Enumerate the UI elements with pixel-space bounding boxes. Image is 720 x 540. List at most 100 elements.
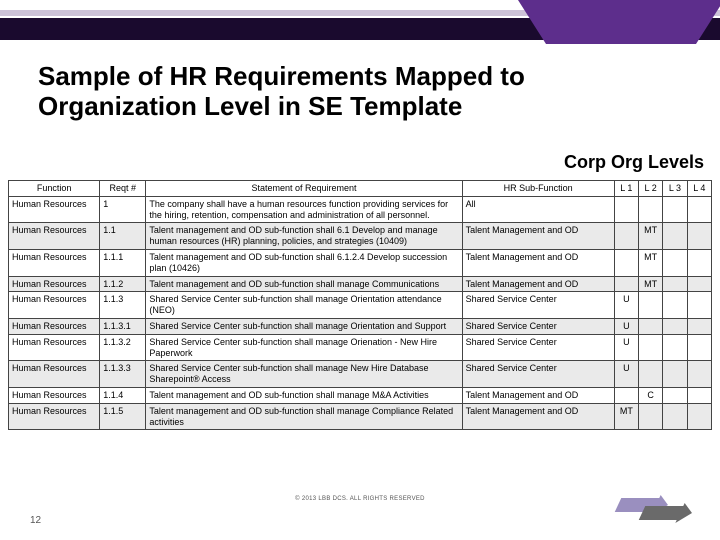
slide: Sample of HR Requirements Mapped to Orga… [0, 0, 720, 540]
cell-l1 [614, 196, 638, 223]
slide-number: 12 [30, 515, 41, 526]
col-statement: Statement of Requirement [146, 181, 462, 197]
cell-l3 [663, 387, 687, 403]
cell-stmt: Shared Service Center sub-function shall… [146, 318, 462, 334]
cell-l2 [638, 292, 662, 319]
table-row: Human Resources1.1.5Talent management an… [9, 403, 712, 430]
cell-l1: MT [614, 403, 638, 430]
cell-l1 [614, 249, 638, 276]
cell-sub: Talent Management and OD [462, 403, 614, 430]
cell-sub: Talent Management and OD [462, 249, 614, 276]
cell-l3 [663, 292, 687, 319]
cell-stmt: Talent management and OD sub-function sh… [146, 223, 462, 250]
cell-stmt: Shared Service Center sub-function shall… [146, 361, 462, 388]
cell-l2: MT [638, 249, 662, 276]
top-decoration [0, 0, 720, 48]
cell-stmt: Talent management and OD sub-function sh… [146, 276, 462, 292]
page-title: Sample of HR Requirements Mapped to Orga… [38, 62, 682, 122]
cell-func: Human Resources [9, 276, 100, 292]
cell-l4 [687, 403, 711, 430]
cell-func: Human Resources [9, 249, 100, 276]
cell-l2 [638, 196, 662, 223]
col-l4: L 4 [687, 181, 711, 197]
cell-reqt: 1.1.3.3 [100, 361, 146, 388]
table-row: Human Resources1.1.3.3Shared Service Cen… [9, 361, 712, 388]
cell-sub: Shared Service Center [462, 334, 614, 361]
cell-reqt: 1.1.3 [100, 292, 146, 319]
cell-reqt: 1.1.3.1 [100, 318, 146, 334]
cell-l4 [687, 276, 711, 292]
cell-func: Human Resources [9, 334, 100, 361]
cell-l1 [614, 223, 638, 250]
cell-reqt: 1.1.4 [100, 387, 146, 403]
cell-l1: U [614, 292, 638, 319]
cell-stmt: Talent management and OD sub-function sh… [146, 403, 462, 430]
table-row: Human Resources1.1.3Shared Service Cente… [9, 292, 712, 319]
table-row: Human Resources1.1.3.2Shared Service Cen… [9, 334, 712, 361]
cell-l1: U [614, 318, 638, 334]
col-subfunction: HR Sub-Function [462, 181, 614, 197]
cell-l1 [614, 276, 638, 292]
cell-sub: Talent Management and OD [462, 223, 614, 250]
cell-func: Human Resources [9, 318, 100, 334]
table-row: Human Resources1.1.4Talent management an… [9, 387, 712, 403]
col-function: Function [9, 181, 100, 197]
cell-l2 [638, 361, 662, 388]
cell-sub: All [462, 196, 614, 223]
cell-l3 [663, 361, 687, 388]
cell-l4 [687, 223, 711, 250]
cell-stmt: Shared Service Center sub-function shall… [146, 334, 462, 361]
cell-reqt: 1.1.5 [100, 403, 146, 430]
cell-func: Human Resources [9, 223, 100, 250]
table-row: Human Resources1The company shall have a… [9, 196, 712, 223]
table-row: Human Resources1.1.3.1Shared Service Cen… [9, 318, 712, 334]
requirements-table-wrap: Function Reqt # Statement of Requirement… [8, 180, 712, 430]
table-row: Human Resources1.1.1Talent management an… [9, 249, 712, 276]
cell-l4 [687, 334, 711, 361]
cell-l4 [687, 249, 711, 276]
cell-reqt: 1 [100, 196, 146, 223]
cell-l3 [663, 403, 687, 430]
cell-stmt: Shared Service Center sub-function shall… [146, 292, 462, 319]
cell-l1 [614, 387, 638, 403]
cell-l3 [663, 276, 687, 292]
cell-reqt: 1.1.1 [100, 249, 146, 276]
cell-stmt: Talent management and OD sub-function sh… [146, 249, 462, 276]
cell-func: Human Resources [9, 403, 100, 430]
cell-l2: MT [638, 276, 662, 292]
cell-l3 [663, 334, 687, 361]
cell-l1: U [614, 361, 638, 388]
cell-l2: MT [638, 223, 662, 250]
cell-sub: Shared Service Center [462, 318, 614, 334]
cell-stmt: The company shall have a human resources… [146, 196, 462, 223]
cell-sub: Shared Service Center [462, 292, 614, 319]
requirements-table: Function Reqt # Statement of Requirement… [8, 180, 712, 430]
cell-func: Human Resources [9, 292, 100, 319]
footer-copyright: © 2013 LBB DCS. ALL RIGHTS RESERVED [0, 496, 720, 502]
cell-reqt: 1.1.2 [100, 276, 146, 292]
cell-reqt: 1.1 [100, 223, 146, 250]
cell-l4 [687, 361, 711, 388]
cell-sub: Talent Management and OD [462, 276, 614, 292]
cell-l4 [687, 318, 711, 334]
corp-org-levels-label: Corp Org Levels [564, 152, 704, 173]
cell-l2 [638, 318, 662, 334]
band-purple [546, 0, 696, 44]
cell-func: Human Resources [9, 387, 100, 403]
cell-l3 [663, 196, 687, 223]
cell-l4 [687, 196, 711, 223]
cell-l3 [663, 249, 687, 276]
cell-l2 [638, 334, 662, 361]
table-row: Human Resources1.1.2Talent management an… [9, 276, 712, 292]
cell-l2: C [638, 387, 662, 403]
col-l3: L 3 [663, 181, 687, 197]
cell-stmt: Talent management and OD sub-function sh… [146, 387, 462, 403]
col-reqt: Reqt # [100, 181, 146, 197]
cell-l3 [663, 223, 687, 250]
table-row: Human Resources1.1Talent management and … [9, 223, 712, 250]
cell-func: Human Resources [9, 196, 100, 223]
cell-reqt: 1.1.3.2 [100, 334, 146, 361]
table-header-row: Function Reqt # Statement of Requirement… [9, 181, 712, 197]
col-l1: L 1 [614, 181, 638, 197]
cell-l2 [638, 403, 662, 430]
